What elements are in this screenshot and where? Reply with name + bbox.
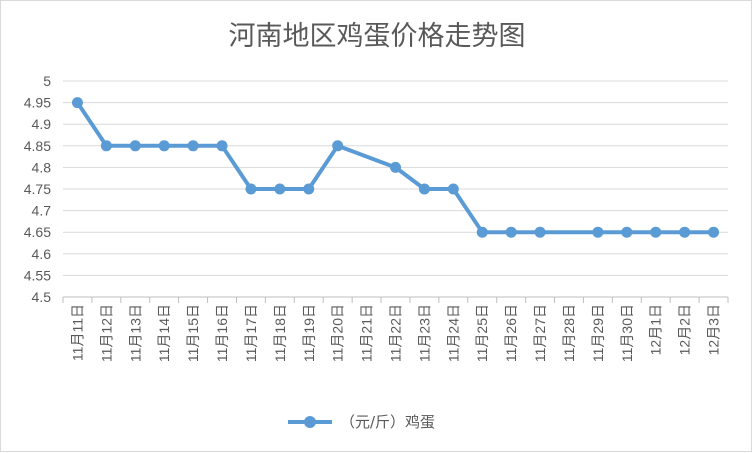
x-tick-label: 11月28日 <box>561 304 577 362</box>
x-tick-label: 11月23日 <box>416 304 432 362</box>
y-tick-label: 5 <box>43 73 51 89</box>
chart-title: 河南地区鸡蛋价格走势图 <box>229 21 526 52</box>
x-tick-label: 11月15日 <box>185 304 201 362</box>
y-axis-ticks: 4.5 4.55 4.6 4.65 4.7 4.75 4.8 4.85 4.9 4.95 5 <box>24 73 51 305</box>
x-tick-label: 11月20日 <box>330 304 346 362</box>
y-tick-label: 4.75 <box>24 181 51 197</box>
y-tick-label: 4.6 <box>32 246 52 262</box>
x-tick-label: 11月22日 <box>388 304 404 362</box>
y-tick-label: 4.8 <box>32 159 52 175</box>
x-tick-label: 11月27日 <box>532 304 548 362</box>
data-point <box>621 226 633 238</box>
x-tick-label: 11月21日 <box>359 304 375 362</box>
x-tick-label: 11月19日 <box>301 304 317 362</box>
data-point <box>418 183 430 195</box>
data-point <box>592 226 604 238</box>
x-tick-label: 11月25日 <box>474 304 490 362</box>
x-tick-label: 11月17日 <box>243 304 259 362</box>
x-axis-ticks: 11月11日 11月12日 11月13日 11月14日 11月15日 11月16日 11月1… <box>69 304 721 362</box>
x-tick-label: 11月11日 <box>69 304 85 361</box>
series-layer <box>71 97 720 238</box>
x-tick-label: 11月30日 <box>619 304 635 362</box>
data-point <box>708 226 720 238</box>
legend-label: （元/斤）鸡蛋 <box>340 413 435 431</box>
x-tick-label: 11月14日 <box>156 304 172 362</box>
data-point <box>447 183 459 195</box>
x-tick-label: 12月3日 <box>706 304 722 355</box>
y-tick-label: 4.65 <box>24 224 51 240</box>
y-tick-label: 4.7 <box>32 203 52 219</box>
x-tick-label: 11月26日 <box>503 304 519 362</box>
data-point <box>332 140 344 152</box>
x-tick-label: 12月1日 <box>648 304 664 355</box>
x-tick-label: 11月12日 <box>98 304 114 362</box>
x-axis <box>62 296 729 303</box>
x-tick-label: 12月2日 <box>677 304 693 355</box>
x-tick-label: 11月29日 <box>590 304 606 362</box>
x-tick-label: 11月13日 <box>127 304 143 362</box>
data-point <box>187 140 199 152</box>
data-point <box>100 140 112 152</box>
data-point <box>476 226 488 238</box>
data-point <box>71 97 83 109</box>
x-tick-label: 11月18日 <box>272 304 288 362</box>
data-point <box>505 226 517 238</box>
y-tick-label: 4.5 <box>32 289 52 305</box>
data-point <box>679 226 691 238</box>
data-point <box>274 183 286 195</box>
gridlines <box>63 80 728 276</box>
y-tick-label: 4.55 <box>24 267 51 283</box>
data-point <box>245 183 257 195</box>
data-point <box>650 226 662 238</box>
data-point <box>534 226 546 238</box>
data-point <box>158 140 170 152</box>
x-tick-label: 11月16日 <box>214 304 230 362</box>
data-point <box>129 140 141 152</box>
y-tick-label: 4.95 <box>24 95 51 111</box>
y-tick-label: 4.85 <box>24 138 51 154</box>
data-point <box>216 140 228 152</box>
data-point <box>303 183 315 195</box>
legend-marker <box>304 416 316 428</box>
x-tick-label: 11月24日 <box>445 304 461 362</box>
legend: （元/斤）鸡蛋 <box>288 413 435 431</box>
data-point <box>390 161 401 173</box>
y-tick-label: 4.9 <box>32 116 52 132</box>
